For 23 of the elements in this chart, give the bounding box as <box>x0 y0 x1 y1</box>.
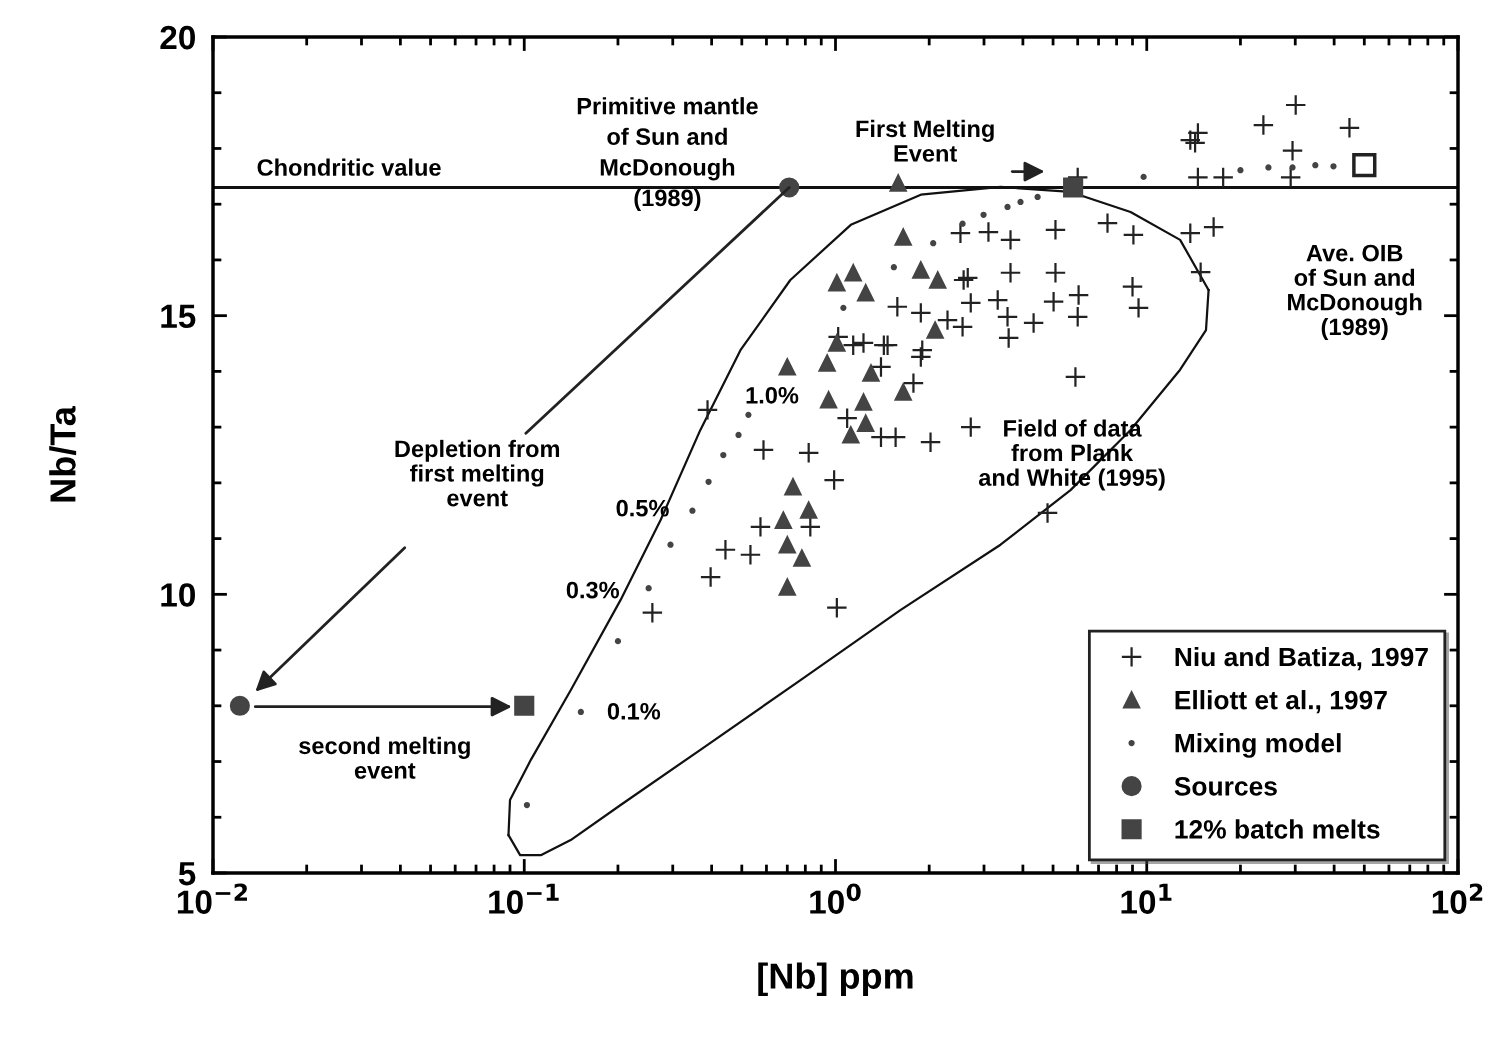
y-tick-label: 20 <box>160 25 195 50</box>
annotation: 1.0% <box>746 386 799 404</box>
x-axis-title: [Nb] ppm <box>758 962 913 997</box>
legend-label: Niu and Batiza, 1997 <box>1175 646 1428 671</box>
annotation: Ave. OIB of Sun and McDonough (1989) <box>1288 244 1422 340</box>
y-tick-label: 10 <box>161 583 195 607</box>
annotation: 0.1% <box>607 702 661 720</box>
annotation: First Melting Event <box>856 119 994 162</box>
x-tick-label: 10$^{2}$ <box>1432 883 1483 914</box>
annotation: Primitive mantle of Sun and McDonough (1989) <box>577 97 758 211</box>
y-axis-title: Nb/Ta <box>49 405 77 502</box>
annotation: 0.3% <box>566 581 620 599</box>
annotation: second melting event <box>299 736 470 779</box>
x-tick-label: 10$^{−1}$ <box>489 883 559 914</box>
annotation: Depletion from first melting event <box>395 439 560 507</box>
legend-label: 12% batch melts <box>1175 819 1380 839</box>
y-tick-label: 15 <box>161 304 196 329</box>
legend-label: Sources <box>1174 777 1277 796</box>
legend-label: Mixing model <box>1175 733 1341 758</box>
ref-line-label: Chondritic value <box>257 158 441 176</box>
x-tick-label: 10$^{0}$ <box>810 883 861 914</box>
legend-label: Elliott et al., 1997 <box>1175 690 1387 714</box>
x-tick-label: 10$^{1}$ <box>1121 883 1172 914</box>
